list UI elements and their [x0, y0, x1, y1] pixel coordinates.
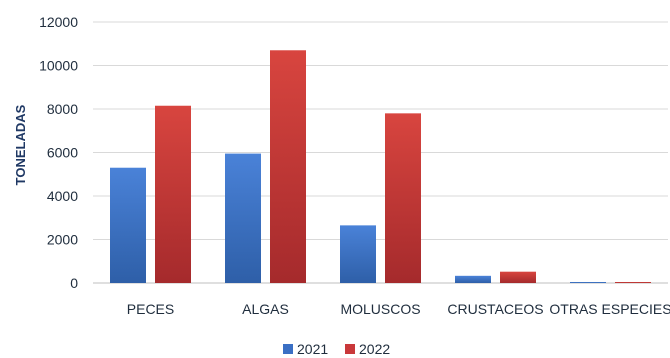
bar-2022 — [155, 105, 191, 283]
legend: 2021 2022 — [283, 341, 390, 357]
y-tick-label: 0 — [70, 275, 78, 291]
bar-2021 — [455, 275, 491, 283]
legend-swatch-2021 — [283, 344, 293, 354]
legend-label: 2021 — [297, 341, 328, 357]
y-tick-label: 6000 — [47, 145, 78, 161]
x-axis-categories: PECES ALGAS MOLUSCOS CRUSTACEOS OTRAS ESPECI… — [127, 301, 670, 317]
x-tick-label: PECES — [127, 301, 174, 317]
legend-label: 2022 — [359, 341, 390, 357]
y-tick-label: 8000 — [47, 101, 78, 117]
x-tick-label: MOLUSCOS — [340, 301, 420, 317]
legend-swatch-2022 — [345, 344, 355, 354]
bar-2022 — [385, 113, 421, 283]
x-tick-label: OTRAS ESPECIES — [549, 301, 670, 317]
y-tick-label: 12000 — [39, 14, 78, 30]
bar-2021 — [225, 153, 261, 283]
x-tick-label: ALGAS — [242, 301, 289, 317]
bar-2021 — [110, 167, 146, 283]
bar-2022 — [500, 271, 536, 283]
y-axis-ticks: 0 2000 4000 6000 8000 10000 12000 — [39, 14, 78, 291]
y-axis-label: TONELADAS — [13, 104, 28, 185]
y-tick-label: 2000 — [47, 232, 78, 248]
bar-2021 — [340, 225, 376, 283]
y-tick-label: 4000 — [47, 188, 78, 204]
x-tick-label: CRUSTACEOS — [447, 301, 543, 317]
bar-2022 — [615, 282, 651, 283]
y-tick-label: 10000 — [39, 58, 78, 74]
bar-2021 — [570, 282, 606, 283]
bar-2022 — [270, 50, 306, 284]
bars — [110, 50, 651, 284]
